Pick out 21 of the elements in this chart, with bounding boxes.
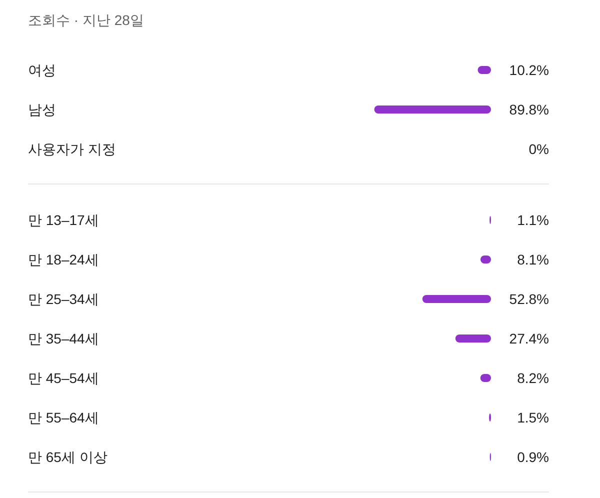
- y-tick-label: 만 25–34세: [28, 291, 99, 307]
- y-tick-label: 만 45–54세: [28, 370, 99, 386]
- y-tick-label: 만 18–24세: [28, 252, 99, 268]
- text: 조회수 · 지난 28일: [28, 12, 144, 28]
- data-label: 89.8%: [509, 102, 549, 118]
- data-label: 8.2%: [517, 370, 549, 386]
- data-label: 27.4%: [509, 330, 549, 346]
- y-tick-label: 만 55–64세: [28, 410, 99, 426]
- data-label: 1.1%: [517, 212, 549, 228]
- data-label: 10.2%: [509, 62, 549, 78]
- data-label: 0.9%: [517, 449, 549, 465]
- y-tick-label: 사용자가 지정: [28, 141, 116, 157]
- data-label: 8.1%: [517, 252, 549, 268]
- y-tick-label: 만 35–44세: [28, 330, 99, 346]
- data-label: 0%: [528, 141, 549, 157]
- y-tick-label: 남성: [28, 102, 56, 118]
- data-label: 52.8%: [509, 291, 549, 307]
- y-tick-label: 만 13–17세: [28, 212, 99, 228]
- data-label: 1.5%: [517, 410, 549, 426]
- y-tick-label: 여성: [28, 62, 56, 78]
- y-tick-label: 만 65세 이상: [28, 449, 108, 465]
